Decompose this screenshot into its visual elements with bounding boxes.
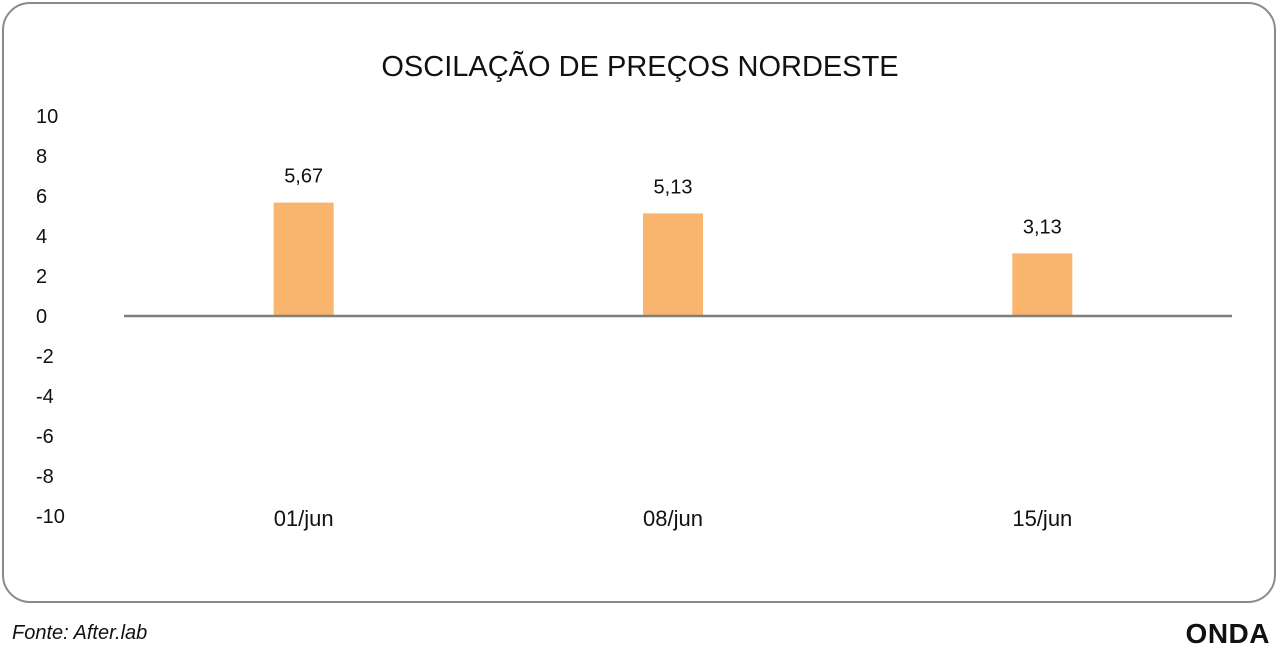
x-axis-category-labels: 01/jun 08/jun 15/jun (274, 506, 1073, 531)
bar (1012, 253, 1073, 316)
data-label: 3,13 (1023, 216, 1062, 238)
source-note: Fonte: After.lab (12, 622, 148, 644)
bar (273, 202, 334, 316)
y-tick-label: -2 (36, 346, 54, 368)
y-tick-label: -10 (36, 506, 65, 528)
y-tick-label: 0 (36, 306, 47, 328)
bars (273, 202, 1073, 316)
y-tick-label: 10 (36, 106, 58, 128)
x-category-label: 01/jun (274, 506, 334, 531)
brand-logo: ONDA (1185, 618, 1270, 649)
y-tick-label: 4 (36, 226, 47, 248)
y-tick-label: 6 (36, 186, 47, 208)
y-tick-label: -4 (36, 386, 54, 408)
y-axis-ticks: 10 8 6 4 2 0 -2 -4 -6 -8 -10 (36, 106, 65, 528)
y-tick-label: -8 (36, 466, 54, 488)
x-category-label: 15/jun (1012, 506, 1072, 531)
data-label: 5,67 (284, 166, 323, 188)
chart-title: OSCILAÇÃO DE PREÇOS NORDESTE (381, 49, 898, 83)
bar (643, 213, 703, 316)
data-labels: 5,67 5,13 3,13 (284, 166, 1062, 239)
data-label: 5,13 (654, 176, 693, 198)
y-tick-label: 8 (36, 146, 47, 168)
y-tick-label: -6 (36, 426, 54, 448)
x-category-label: 08/jun (643, 506, 703, 531)
y-tick-label: 2 (36, 266, 47, 288)
